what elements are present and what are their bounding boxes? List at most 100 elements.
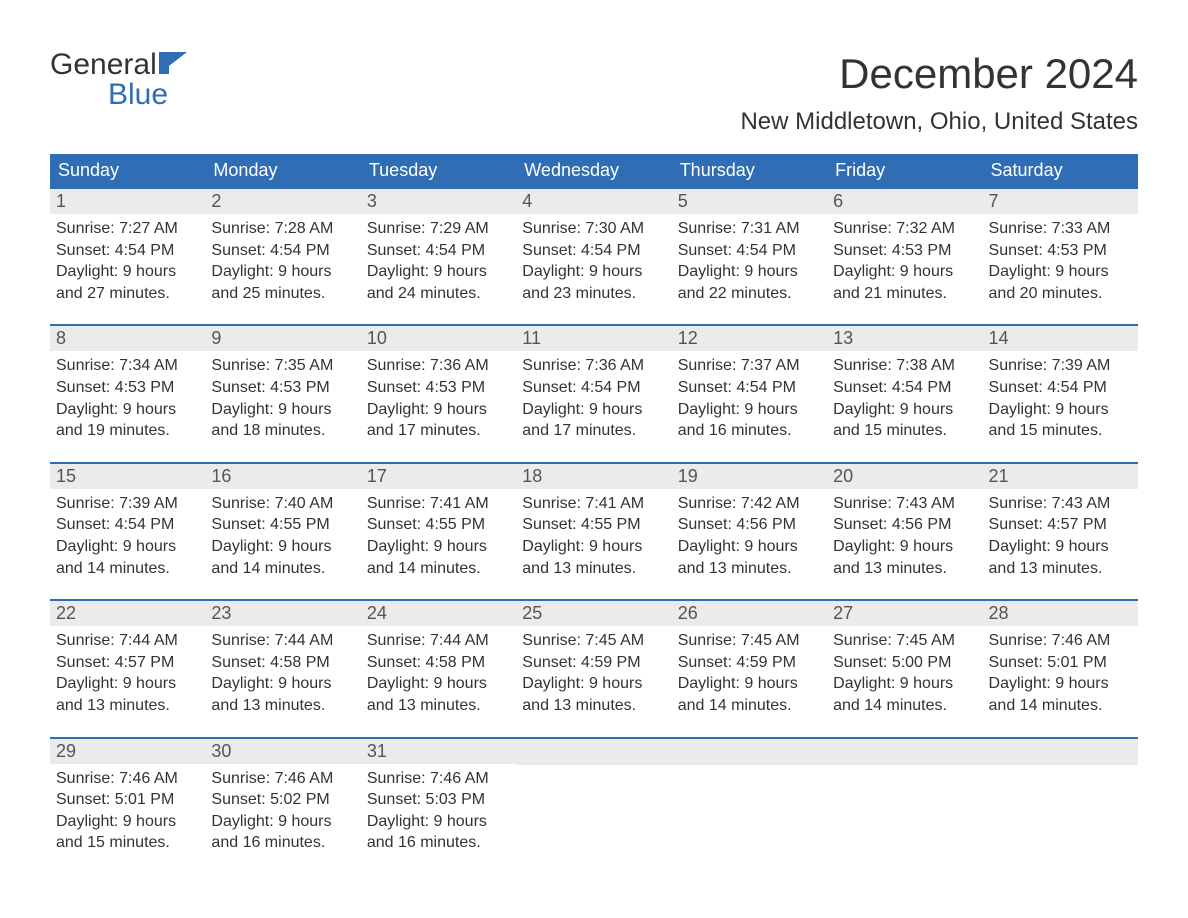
day-details: Sunrise: 7:46 AMSunset: 5:02 PMDaylight:… [205,764,360,860]
weekday-header: Tuesday [361,154,516,187]
sunrise-text: Sunrise: 7:46 AM [211,768,354,790]
calendar-cell: 24Sunrise: 7:44 AMSunset: 4:58 PMDayligh… [361,601,516,722]
day-number: 14 [983,326,1138,351]
day-details: Sunrise: 7:42 AMSunset: 4:56 PMDaylight:… [672,489,827,585]
day-details: Sunrise: 7:46 AMSunset: 5:01 PMDaylight:… [983,626,1138,722]
sunrise-text: Sunrise: 7:28 AM [211,218,354,240]
sunset-text: Sunset: 4:54 PM [678,377,821,399]
calendar-week: 1Sunrise: 7:27 AMSunset: 4:54 PMDaylight… [50,187,1138,310]
sunset-text: Sunset: 4:56 PM [678,514,821,536]
day-details: Sunrise: 7:29 AMSunset: 4:54 PMDaylight:… [361,214,516,310]
sunrise-text: Sunrise: 7:32 AM [833,218,976,240]
sunset-text: Sunset: 4:53 PM [367,377,510,399]
daylight-text: Daylight: 9 hours [522,399,665,421]
daylight-text: and 17 minutes. [522,420,665,442]
daylight-text: and 22 minutes. [678,283,821,305]
day-details: Sunrise: 7:27 AMSunset: 4:54 PMDaylight:… [50,214,205,310]
daylight-text: and 13 minutes. [211,695,354,717]
daylight-text: Daylight: 9 hours [522,536,665,558]
sunrise-text: Sunrise: 7:30 AM [522,218,665,240]
calendar-cell: 9Sunrise: 7:35 AMSunset: 4:53 PMDaylight… [205,326,360,447]
day-details: Sunrise: 7:37 AMSunset: 4:54 PMDaylight:… [672,351,827,447]
daylight-text: and 13 minutes. [678,558,821,580]
daylight-text: and 14 minutes. [833,695,976,717]
day-number: 20 [827,464,982,489]
daylight-text: Daylight: 9 hours [833,536,976,558]
daylight-text: Daylight: 9 hours [211,261,354,283]
daylight-text: and 16 minutes. [367,832,510,854]
sunset-text: Sunset: 5:02 PM [211,789,354,811]
daylight-text: Daylight: 9 hours [833,399,976,421]
sunrise-text: Sunrise: 7:29 AM [367,218,510,240]
daylight-text: and 27 minutes. [56,283,199,305]
daylight-text: and 16 minutes. [678,420,821,442]
daylight-text: Daylight: 9 hours [367,811,510,833]
day-number: 21 [983,464,1138,489]
sunset-text: Sunset: 4:58 PM [211,652,354,674]
calendar-cell [672,739,827,860]
sunrise-text: Sunrise: 7:39 AM [56,493,199,515]
daylight-text: and 19 minutes. [56,420,199,442]
sunset-text: Sunset: 4:54 PM [678,240,821,262]
sunrise-text: Sunrise: 7:37 AM [678,355,821,377]
day-number: 15 [50,464,205,489]
daylight-text: Daylight: 9 hours [678,399,821,421]
sunset-text: Sunset: 5:03 PM [367,789,510,811]
day-number [983,739,1138,765]
daylight-text: Daylight: 9 hours [211,811,354,833]
day-number: 4 [516,189,671,214]
daylight-text: and 13 minutes. [367,695,510,717]
day-number: 5 [672,189,827,214]
daylight-text: Daylight: 9 hours [678,673,821,695]
sunset-text: Sunset: 4:55 PM [367,514,510,536]
sunset-text: Sunset: 4:58 PM [367,652,510,674]
sunrise-text: Sunrise: 7:45 AM [522,630,665,652]
sunrise-text: Sunrise: 7:27 AM [56,218,199,240]
calendar-cell: 20Sunrise: 7:43 AMSunset: 4:56 PMDayligh… [827,464,982,585]
daylight-text: Daylight: 9 hours [56,673,199,695]
day-details: Sunrise: 7:39 AMSunset: 4:54 PMDaylight:… [50,489,205,585]
day-details: Sunrise: 7:46 AMSunset: 5:03 PMDaylight:… [361,764,516,860]
daylight-text: and 15 minutes. [989,420,1132,442]
day-details: Sunrise: 7:35 AMSunset: 4:53 PMDaylight:… [205,351,360,447]
calendar-cell: 17Sunrise: 7:41 AMSunset: 4:55 PMDayligh… [361,464,516,585]
calendar-week: 15Sunrise: 7:39 AMSunset: 4:54 PMDayligh… [50,462,1138,585]
sunset-text: Sunset: 4:54 PM [56,240,199,262]
daylight-text: Daylight: 9 hours [56,399,199,421]
logo-word-general: General [50,50,157,80]
day-details: Sunrise: 7:45 AMSunset: 5:00 PMDaylight:… [827,626,982,722]
daylight-text: and 13 minutes. [989,558,1132,580]
sunset-text: Sunset: 4:59 PM [678,652,821,674]
sunrise-text: Sunrise: 7:36 AM [367,355,510,377]
month-title: December 2024 [740,50,1138,98]
day-number: 26 [672,601,827,626]
calendar-cell: 7Sunrise: 7:33 AMSunset: 4:53 PMDaylight… [983,189,1138,310]
day-number: 30 [205,739,360,764]
sunset-text: Sunset: 4:54 PM [989,377,1132,399]
day-details: Sunrise: 7:33 AMSunset: 4:53 PMDaylight:… [983,214,1138,310]
calendar-cell [516,739,671,860]
daylight-text: Daylight: 9 hours [211,673,354,695]
daylight-text: Daylight: 9 hours [367,261,510,283]
day-number: 6 [827,189,982,214]
day-details: Sunrise: 7:39 AMSunset: 4:54 PMDaylight:… [983,351,1138,447]
day-details: Sunrise: 7:44 AMSunset: 4:58 PMDaylight:… [205,626,360,722]
daylight-text: and 14 minutes. [367,558,510,580]
calendar-cell: 15Sunrise: 7:39 AMSunset: 4:54 PMDayligh… [50,464,205,585]
sunset-text: Sunset: 4:53 PM [56,377,199,399]
day-number: 31 [361,739,516,764]
sunrise-text: Sunrise: 7:45 AM [678,630,821,652]
day-number: 2 [205,189,360,214]
daylight-text: and 13 minutes. [56,695,199,717]
day-details: Sunrise: 7:41 AMSunset: 4:55 PMDaylight:… [516,489,671,585]
sunrise-text: Sunrise: 7:42 AM [678,493,821,515]
day-number: 18 [516,464,671,489]
sunset-text: Sunset: 4:54 PM [833,377,976,399]
day-number: 24 [361,601,516,626]
sunrise-text: Sunrise: 7:43 AM [833,493,976,515]
weekday-header: Thursday [672,154,827,187]
daylight-text: and 15 minutes. [56,832,199,854]
day-details: Sunrise: 7:44 AMSunset: 4:58 PMDaylight:… [361,626,516,722]
day-details: Sunrise: 7:30 AMSunset: 4:54 PMDaylight:… [516,214,671,310]
weekday-header-row: Sunday Monday Tuesday Wednesday Thursday… [50,154,1138,187]
